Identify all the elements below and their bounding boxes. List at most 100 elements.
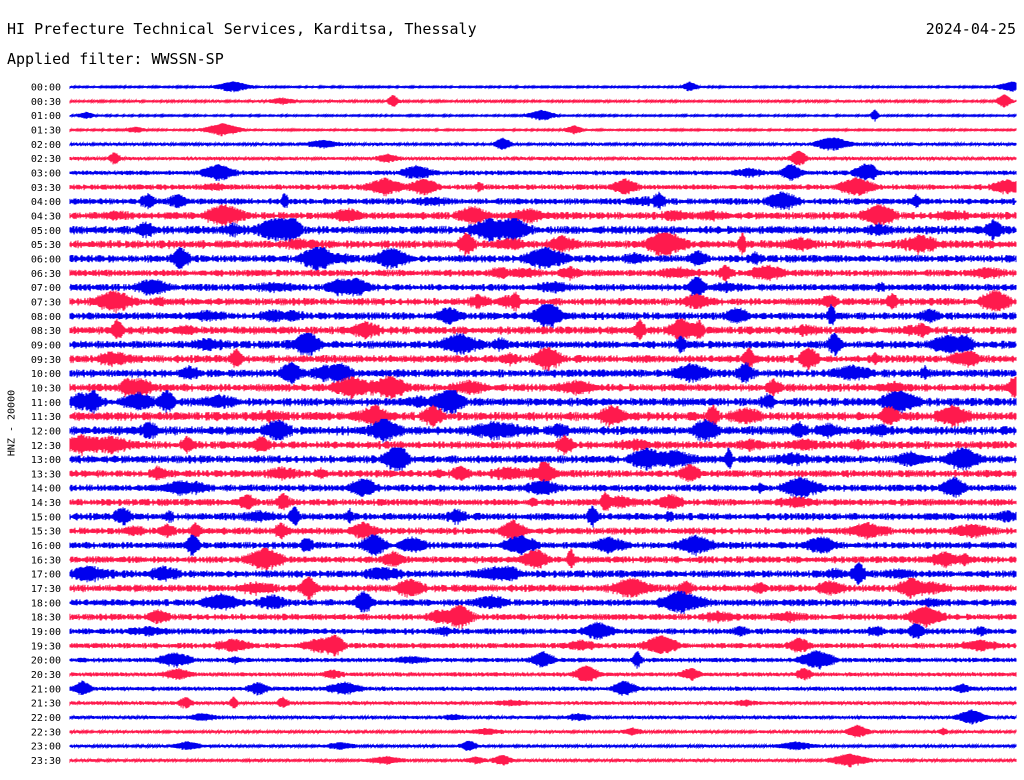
trace-label: 21:00 <box>31 684 61 695</box>
trace-waveform <box>69 218 1017 243</box>
trace-waveform <box>69 434 1017 457</box>
trace-label: 00:00 <box>31 83 61 94</box>
trace-label: 23:30 <box>31 756 61 767</box>
trace-waveform <box>69 289 1017 314</box>
trace-waveform <box>69 203 1017 228</box>
trace-waveform <box>69 246 1017 271</box>
trace-label: 01:30 <box>31 125 61 136</box>
trace-label: 07:00 <box>31 283 61 294</box>
trace-waveform <box>69 491 1017 511</box>
trace-waveform <box>69 476 1017 499</box>
trace-waveform <box>69 696 1017 709</box>
trace-label: 13:30 <box>31 469 61 480</box>
trace-waveform <box>69 347 1017 372</box>
trace-waveform <box>69 665 1017 682</box>
trace-waveform <box>69 191 1017 211</box>
trace-label: 03:30 <box>31 183 61 194</box>
trace-waveform <box>69 332 1017 357</box>
trace-waveform <box>69 390 1017 415</box>
trace-label: 06:30 <box>31 269 61 280</box>
trace-waveform <box>69 621 1017 640</box>
trace-label: 02:30 <box>31 154 61 165</box>
trace-waveform <box>69 318 1017 342</box>
trace-label: 17:30 <box>31 584 61 595</box>
trace-label: 08:00 <box>31 312 61 323</box>
trace-label: 10:00 <box>31 369 61 380</box>
trace-label: 16:30 <box>31 555 61 566</box>
trace-label: 17:00 <box>31 570 61 581</box>
trace-label: 09:00 <box>31 340 61 351</box>
trace-label: 15:00 <box>31 512 61 523</box>
trace-label: 00:30 <box>31 97 61 108</box>
trace-waveform <box>69 94 1017 108</box>
trace-waveform <box>69 418 1017 443</box>
trace-waveform <box>69 375 1017 400</box>
trace-label: 07:30 <box>31 297 61 308</box>
trace-label: 20:30 <box>31 670 61 681</box>
trace-waveform <box>69 740 1017 752</box>
filter-label: Applied filter: WWSSN-SP <box>7 50 224 68</box>
trace-label: 04:30 <box>31 211 61 222</box>
trace-label: 05:00 <box>31 226 61 237</box>
trace-waveform <box>69 232 1017 257</box>
trace-label: 12:00 <box>31 426 61 437</box>
trace-label: 02:00 <box>31 140 61 151</box>
trace-waveform <box>69 505 1017 528</box>
trace-waveform <box>69 519 1017 542</box>
trace-label: 04:00 <box>31 197 61 208</box>
trace-waveform <box>69 724 1017 738</box>
trace-label: 20:00 <box>31 656 61 667</box>
trace-waveform <box>69 276 1017 299</box>
trace-waveform <box>69 304 1017 329</box>
date-label: 2024-04-25 <box>925 20 1016 38</box>
trace-waveform <box>69 534 1017 557</box>
trace-label: 01:00 <box>31 111 61 122</box>
trace-label: 05:30 <box>31 240 61 251</box>
trace-waveform <box>69 461 1017 486</box>
page-title: HI Prefecture Technical Services, Kardit… <box>7 20 477 38</box>
trace-waveform <box>69 547 1017 571</box>
trace-waveform <box>69 650 1017 670</box>
trace-label: 03:00 <box>31 168 61 179</box>
trace-waveform <box>69 634 1017 657</box>
trace-label: 13:00 <box>31 455 61 466</box>
trace-waveform <box>69 562 1017 586</box>
trace-waveform <box>69 150 1017 166</box>
trace-waveform <box>69 404 1017 429</box>
trace-label: 14:30 <box>31 498 61 509</box>
trace-waveform <box>69 177 1017 197</box>
trace-label: 16:00 <box>31 541 61 552</box>
trace-label: 08:30 <box>31 326 61 337</box>
trace-label: 22:00 <box>31 713 61 724</box>
trace-waveform <box>69 680 1017 696</box>
trace-waveform <box>69 576 1017 601</box>
trace-label: 09:30 <box>31 355 61 366</box>
trace-waveform <box>69 753 1017 768</box>
trace-label: 18:30 <box>31 613 61 624</box>
trace-label: 12:30 <box>31 441 61 452</box>
trace-label: 21:30 <box>31 699 61 710</box>
trace-label: 14:00 <box>31 484 61 495</box>
trace-waveform <box>69 264 1017 282</box>
trace-label: 18:00 <box>31 598 61 609</box>
trace-label: 06:00 <box>31 254 61 265</box>
trace-label: 11:30 <box>31 412 61 423</box>
trace-waveform <box>69 590 1017 615</box>
trace-waveform <box>69 123 1017 137</box>
trace-waveform <box>69 109 1017 122</box>
trace-label: 11:00 <box>31 398 61 409</box>
trace-waveform <box>69 163 1017 182</box>
trace-label: 10:30 <box>31 383 61 394</box>
trace-waveform <box>69 605 1017 630</box>
trace-label: 22:30 <box>31 727 61 738</box>
trace-label: 19:00 <box>31 627 61 638</box>
trace-label: 19:30 <box>31 641 61 652</box>
trace-waveform <box>69 447 1017 472</box>
trace-waveform <box>69 709 1017 725</box>
trace-waveform <box>69 137 1017 151</box>
trace-waveform <box>69 81 1017 93</box>
trace-waveform <box>69 361 1017 385</box>
trace-label: 15:30 <box>31 527 61 538</box>
trace-label: 23:00 <box>31 742 61 753</box>
